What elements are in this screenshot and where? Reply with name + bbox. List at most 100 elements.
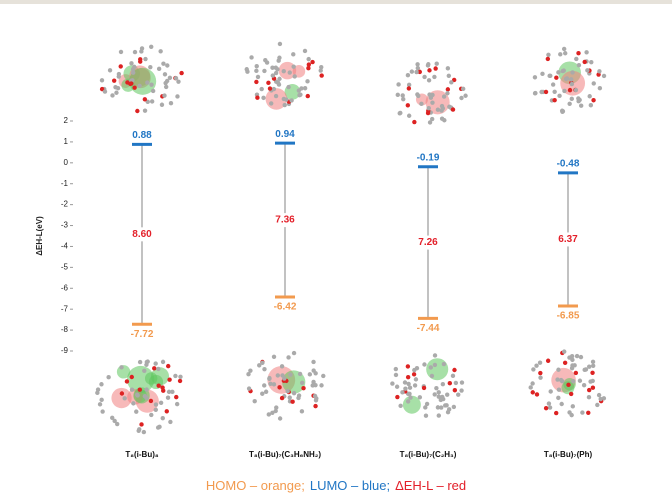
atom <box>131 70 135 74</box>
atom <box>437 394 441 398</box>
atom <box>130 375 134 379</box>
gap-label: 7.26 <box>418 237 438 248</box>
atom <box>422 75 426 79</box>
atom <box>166 396 170 400</box>
atom <box>571 404 575 408</box>
homo-label: -7.44 <box>417 323 440 334</box>
atom <box>439 405 443 409</box>
atom <box>597 393 601 397</box>
atom <box>430 117 434 121</box>
atom <box>277 385 281 389</box>
atom <box>563 51 567 55</box>
atom <box>587 388 591 392</box>
atom <box>591 386 595 390</box>
y-tick-label: -1 <box>61 179 69 188</box>
atom <box>131 401 135 405</box>
atom <box>120 391 124 395</box>
atom <box>173 374 177 378</box>
y-tick-label: -2 <box>61 200 69 209</box>
y-tick-label: 0 <box>64 158 69 167</box>
atom <box>396 82 400 86</box>
atom <box>398 404 402 408</box>
atom <box>266 81 270 85</box>
atom <box>597 69 601 73</box>
atom <box>112 78 116 82</box>
atom <box>395 395 399 399</box>
atom <box>569 392 573 396</box>
atom <box>427 92 431 96</box>
atom <box>547 74 551 78</box>
atom <box>546 57 550 61</box>
atom <box>544 406 548 410</box>
atom <box>452 368 456 372</box>
atom <box>533 91 537 95</box>
atom <box>582 368 586 372</box>
atom <box>291 52 295 56</box>
atom <box>563 361 567 365</box>
atom <box>286 85 290 89</box>
y-tick-label: -8 <box>61 325 69 334</box>
atom <box>156 367 160 371</box>
lumo-label: 0.94 <box>275 129 295 140</box>
atom <box>574 88 578 92</box>
homo-label: -7.72 <box>131 329 154 340</box>
gap-label: 8.60 <box>132 229 152 240</box>
atom <box>160 103 164 107</box>
atom <box>584 50 588 54</box>
atom <box>571 379 575 383</box>
atom <box>143 57 147 61</box>
atom <box>288 70 292 74</box>
atom <box>134 409 138 413</box>
atom <box>119 365 123 369</box>
atom <box>407 86 411 90</box>
atom <box>414 70 418 74</box>
atom <box>546 359 550 363</box>
atom <box>268 382 272 386</box>
atom <box>560 110 564 114</box>
atom <box>406 399 410 403</box>
atom <box>100 409 104 413</box>
atom <box>283 103 287 107</box>
atom <box>306 57 310 61</box>
atom <box>289 98 293 102</box>
atom <box>448 381 452 385</box>
atom <box>424 414 428 418</box>
atom <box>306 94 310 98</box>
category-label: T₈(i-Bu)₇(Ph) <box>544 450 593 459</box>
atom <box>165 409 169 413</box>
atom <box>166 364 170 368</box>
atom <box>538 361 542 365</box>
atom <box>567 102 571 106</box>
atom <box>548 405 552 409</box>
atom <box>168 420 172 424</box>
atom <box>440 116 444 120</box>
atom <box>275 67 279 71</box>
atom <box>544 90 548 94</box>
y-tick-label: -6 <box>61 283 69 292</box>
atom <box>580 410 584 414</box>
atom <box>292 391 296 395</box>
atom <box>117 74 121 78</box>
atom <box>416 66 420 70</box>
atom <box>394 373 398 377</box>
atom <box>253 399 257 403</box>
homo-label: -6.85 <box>557 311 580 322</box>
atom <box>255 64 259 68</box>
atom <box>556 70 560 74</box>
atom <box>142 430 146 434</box>
atom <box>408 386 412 390</box>
atom <box>298 92 302 96</box>
atom <box>257 363 261 367</box>
atom <box>577 63 581 67</box>
atom <box>282 69 286 73</box>
atom <box>122 396 126 400</box>
atom <box>447 74 451 78</box>
atom <box>313 394 317 398</box>
atom <box>564 77 568 81</box>
atom <box>174 395 178 399</box>
atom <box>459 388 463 392</box>
atom <box>433 353 437 357</box>
atom <box>441 382 445 386</box>
atom <box>589 60 593 64</box>
atom <box>439 108 443 112</box>
